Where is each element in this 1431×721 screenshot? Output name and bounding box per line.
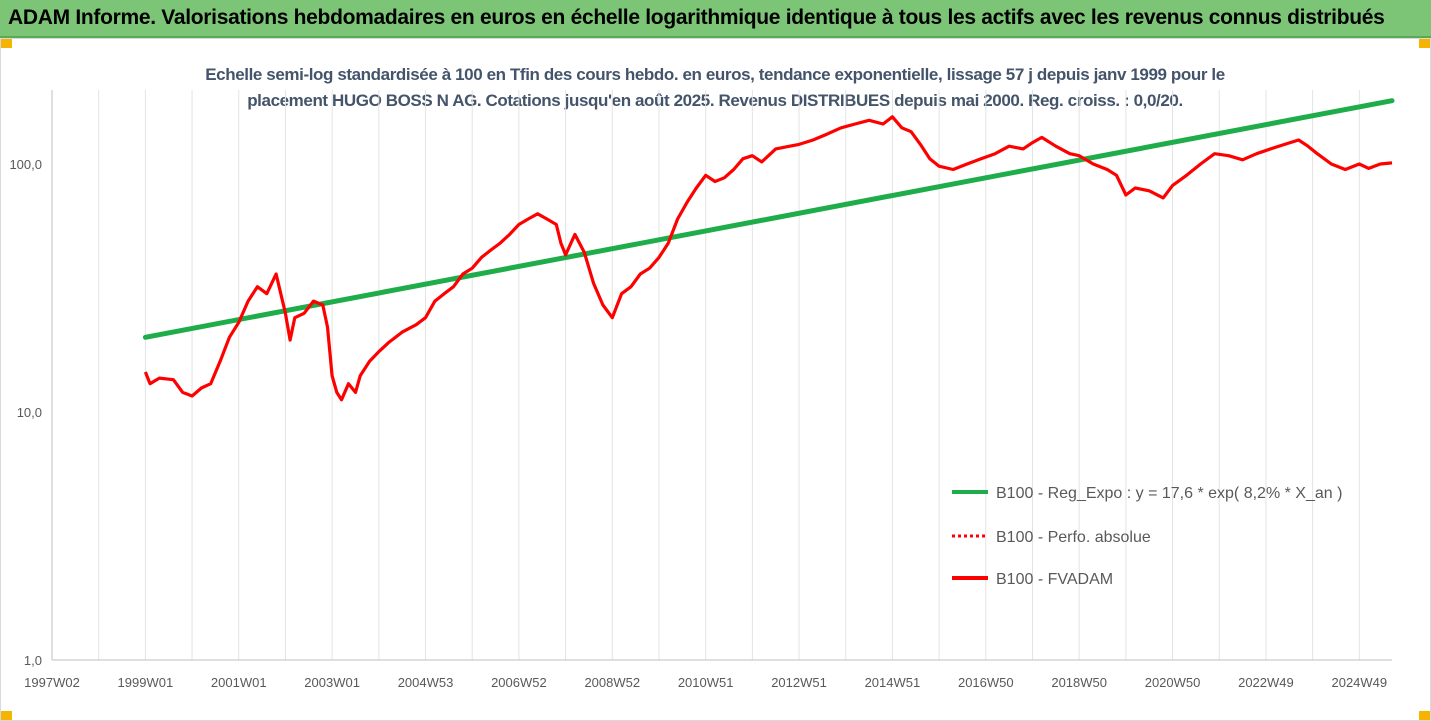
x-tick-label: 2010W51 xyxy=(678,675,734,690)
x-tick-label: 2022W49 xyxy=(1238,675,1294,690)
x-tick-label: 2016W50 xyxy=(958,675,1014,690)
banner: ADAM Informe. Valorisations hebdomadaire… xyxy=(0,0,1431,38)
x-tick-label: 2003W01 xyxy=(304,675,360,690)
y-tick-label: 10,0 xyxy=(17,405,42,420)
corner-marker-bottom-right xyxy=(1419,711,1431,721)
legend-label: B100 - FVADAM xyxy=(996,571,1113,588)
banner-title: ADAM Informe. Valorisations hebdomadaire… xyxy=(8,6,1385,29)
x-tick-label: 2004W53 xyxy=(398,675,454,690)
legend-label: B100 - Perfo. absolue xyxy=(996,529,1151,546)
corner-marker-bottom-left xyxy=(0,711,12,721)
x-tick-label: 2001W01 xyxy=(211,675,267,690)
x-tick-label: 2008W52 xyxy=(584,675,640,690)
series-line-fvadam xyxy=(143,115,1393,402)
x-tick-label: 2014W51 xyxy=(865,675,921,690)
corner-marker-top-left xyxy=(0,38,12,48)
x-tick-label: 1997W02 xyxy=(24,675,80,690)
chart-title-line-1: Echelle semi-log standardisée à 100 en T… xyxy=(205,65,1225,84)
x-tick-label: 2006W52 xyxy=(491,675,547,690)
x-tick-label: 2024W49 xyxy=(1331,675,1387,690)
y-tick-label: 100,0 xyxy=(9,157,42,172)
chart-title: Echelle semi-log standardisée à 100 en T… xyxy=(180,62,1250,114)
x-tick-label: 2012W51 xyxy=(771,675,827,690)
x-tick-label: 2020W50 xyxy=(1145,675,1201,690)
x-tick-label: 1999W01 xyxy=(118,675,174,690)
chart-title-line-2: placement HUGO BOSS N AG. Cotations jusq… xyxy=(247,91,1183,110)
legend-label: B100 - Reg_Expo : y = 17,6 * exp( 8,2% *… xyxy=(996,485,1342,502)
y-tick-label: 1,0 xyxy=(24,653,42,668)
corner-marker-top-right xyxy=(1419,38,1431,48)
series-line-reg-expo xyxy=(142,98,1395,340)
x-tick-label: 2018W50 xyxy=(1051,675,1107,690)
